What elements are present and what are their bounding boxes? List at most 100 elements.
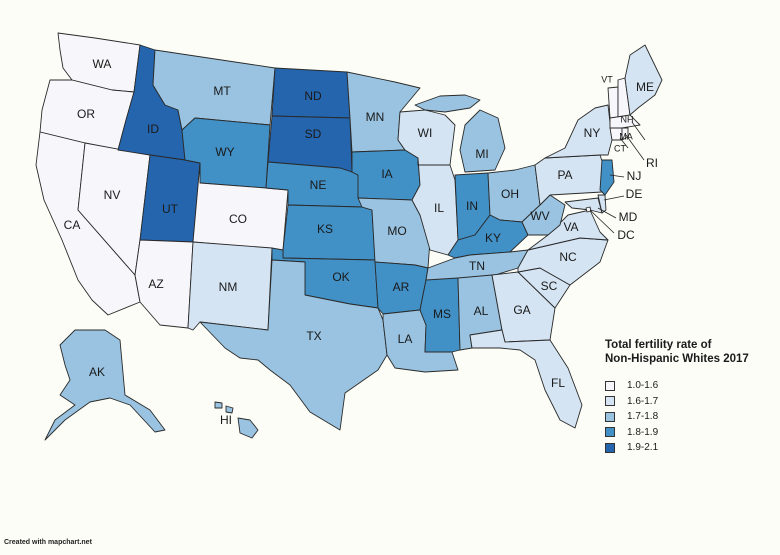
label-CA: CA xyxy=(64,218,81,232)
leader-MD xyxy=(597,207,617,219)
label-UT: UT xyxy=(162,202,179,216)
label-WA: WA xyxy=(93,57,112,71)
label-NE: NE xyxy=(310,178,327,192)
label-NY: NY xyxy=(584,126,601,140)
legend-title: Total fertility rate of Non-Hispanic Whi… xyxy=(605,338,755,366)
label-MT: MT xyxy=(213,84,231,98)
label-AR: AR xyxy=(393,280,410,294)
state-MI-up[interactable] xyxy=(414,94,481,113)
leader-CT xyxy=(619,137,629,149)
label-KY: KY xyxy=(485,231,501,245)
label-ND: ND xyxy=(304,89,322,103)
label-SD: SD xyxy=(305,127,322,141)
legend-label-4: 1.9-2.1 xyxy=(627,442,659,454)
label-DC: DC xyxy=(617,228,635,242)
label-ID: ID xyxy=(147,122,159,136)
label-TX: TX xyxy=(306,329,321,343)
legend-swatch-4 xyxy=(605,442,615,453)
label-MO: MO xyxy=(387,224,406,238)
legend-item-0: 1.0-1.6 xyxy=(605,378,775,394)
legend-item-4: 1.9-2.1 xyxy=(605,440,775,456)
label-MS: MS xyxy=(433,307,451,321)
legend-swatch-3 xyxy=(605,427,615,438)
label-MI: MI xyxy=(475,147,488,161)
legend-label-1: 1.6-1.7 xyxy=(627,395,659,407)
credit-text: Created with mapchart.net xyxy=(4,539,92,546)
label-VA: VA xyxy=(563,220,578,234)
label-OH: OH xyxy=(501,187,519,201)
label-WV: WV xyxy=(530,209,549,223)
label-NJ: NJ xyxy=(627,169,642,183)
state-AK[interactable] xyxy=(44,329,166,441)
label-RI: RI xyxy=(646,156,658,170)
leader-NJ xyxy=(609,174,625,178)
state-MD[interactable] xyxy=(564,197,603,214)
state-FL[interactable] xyxy=(469,329,583,429)
legend-item-1: 1.6-1.7 xyxy=(605,394,775,410)
label-MN: MN xyxy=(366,110,385,124)
leader-RI xyxy=(625,134,645,161)
state-ME[interactable] xyxy=(624,44,663,116)
state-MI[interactable] xyxy=(459,109,506,173)
leader-DC xyxy=(589,209,615,234)
legend-label-2: 1.7-1.8 xyxy=(627,411,659,423)
legend-item-2: 1.7-1.8 xyxy=(605,409,775,425)
label-OR: OR xyxy=(77,107,95,121)
label-KS: KS xyxy=(317,222,333,236)
state-AZ[interactable] xyxy=(134,239,194,329)
label-TN: TN xyxy=(469,259,485,273)
state-RI[interactable] xyxy=(621,127,629,141)
state-NJ[interactable] xyxy=(599,159,615,196)
label-LA: LA xyxy=(398,332,413,346)
label-DE: DE xyxy=(626,187,643,201)
label-IL: IL xyxy=(434,201,444,215)
state-HI-2[interactable] xyxy=(214,401,223,409)
label-AZ: AZ xyxy=(148,277,163,291)
state-MA[interactable] xyxy=(609,114,641,129)
label-FL: FL xyxy=(551,376,565,390)
label-IN: IN xyxy=(466,199,478,213)
legend-swatch-2 xyxy=(605,411,615,422)
label-OK: OK xyxy=(332,270,349,284)
legend-swatch-1 xyxy=(605,396,615,407)
legend-swatch-0 xyxy=(605,380,615,391)
label-WI: WI xyxy=(418,126,433,140)
label-PA: PA xyxy=(557,168,572,182)
legend-item-3: 1.8-1.9 xyxy=(605,425,775,441)
label-WY: WY xyxy=(215,145,234,159)
state-NY[interactable] xyxy=(544,104,613,159)
label-IA: IA xyxy=(381,167,392,181)
label-AL: AL xyxy=(474,304,489,318)
label-AK: AK xyxy=(89,365,105,379)
state-DC[interactable] xyxy=(585,206,592,213)
legend-label-3: 1.8-1.9 xyxy=(627,426,659,438)
label-MD: MD xyxy=(619,210,638,224)
label-CO: CO xyxy=(229,212,247,226)
label-ME: ME xyxy=(636,80,654,94)
label-NM: NM xyxy=(219,280,238,294)
state-DE[interactable] xyxy=(597,194,607,214)
label-NH: NH xyxy=(621,114,634,124)
label-NC: NC xyxy=(559,250,577,264)
state-UT[interactable] xyxy=(139,154,201,243)
label-CT: CT xyxy=(614,143,626,153)
state-HI-3[interactable] xyxy=(225,405,234,414)
label-NV: NV xyxy=(104,188,121,202)
leader-MA xyxy=(631,121,646,141)
state-VT[interactable] xyxy=(607,86,619,119)
legend-items: 1.0-1.6 1.6-1.7 1.7-1.8 1.8-1.9 1.9-2.1 xyxy=(605,378,775,456)
label-VT: VT xyxy=(601,74,613,84)
legend-label-0: 1.0-1.6 xyxy=(627,380,659,392)
legend-title-line2: Non-Hispanic Whites 2017 xyxy=(605,353,749,365)
label-MA: MA xyxy=(619,131,633,141)
state-HI[interactable] xyxy=(237,417,259,439)
label-SC: SC xyxy=(541,279,558,293)
label-GA: GA xyxy=(513,303,530,317)
label-HI: HI xyxy=(220,413,232,427)
state-IL[interactable] xyxy=(411,157,459,256)
legend-title-line1: Total fertility rate of xyxy=(605,339,712,351)
state-TX[interactable] xyxy=(199,259,388,431)
legend: Total fertility rate of Non-Hispanic Whi… xyxy=(605,338,775,456)
